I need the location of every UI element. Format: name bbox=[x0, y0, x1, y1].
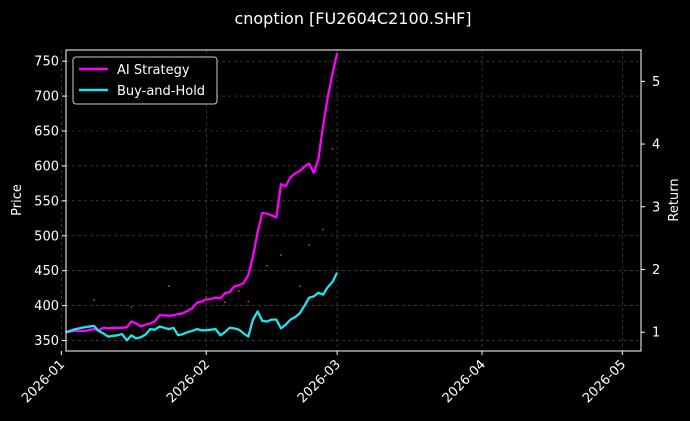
left-tick-label: 450 bbox=[34, 264, 59, 279]
left-y-axis: 350 400 450 500 550 600 650 700 750 bbox=[34, 55, 66, 349]
left-tick-label: 700 bbox=[34, 90, 59, 105]
left-tick-label: 750 bbox=[34, 55, 59, 70]
left-tick-label: 550 bbox=[34, 194, 59, 209]
legend-label-ai-strategy: AI Strategy bbox=[117, 63, 190, 78]
right-tick-label: 2 bbox=[652, 263, 660, 278]
point-marker bbox=[331, 148, 334, 151]
y-axis-label: Price bbox=[10, 184, 25, 216]
point-marker bbox=[130, 306, 133, 308]
point-marker bbox=[238, 290, 240, 292]
point-marker bbox=[224, 301, 226, 304]
point-marker bbox=[308, 243, 310, 246]
left-tick-label: 400 bbox=[34, 299, 59, 314]
point-marker bbox=[280, 254, 282, 257]
point-marker bbox=[205, 296, 208, 299]
point-marker bbox=[322, 228, 325, 231]
y2-axis-label: Return bbox=[667, 178, 682, 221]
right-y-axis: 1 2 3 4 5 bbox=[641, 75, 660, 341]
right-tick-label: 4 bbox=[652, 138, 660, 153]
series-line-ai-strategy bbox=[65, 52, 339, 334]
chart-title: cnoption [FU2604C2100.SHF] bbox=[234, 9, 471, 28]
legend-box bbox=[72, 56, 218, 105]
left-tick-label: 500 bbox=[34, 229, 59, 244]
series-line-buy-and-hold bbox=[65, 272, 339, 342]
left-tick-label: 650 bbox=[34, 125, 59, 140]
plot-series bbox=[65, 52, 339, 342]
point-marker bbox=[298, 285, 301, 287]
right-tick-label: 5 bbox=[652, 75, 660, 90]
left-tick-label: 350 bbox=[34, 334, 59, 349]
legend: AI Strategy Buy-and-Hold bbox=[72, 56, 218, 105]
left-tick-label: 600 bbox=[34, 159, 59, 174]
point-marker bbox=[167, 285, 170, 287]
point-marker bbox=[247, 300, 250, 303]
legend-label-buy-and-hold: Buy-and-Hold bbox=[117, 84, 205, 99]
right-tick-label: 3 bbox=[652, 200, 660, 215]
right-tick-label: 1 bbox=[652, 326, 660, 341]
point-marker bbox=[93, 299, 95, 301]
point-marker bbox=[266, 264, 268, 267]
